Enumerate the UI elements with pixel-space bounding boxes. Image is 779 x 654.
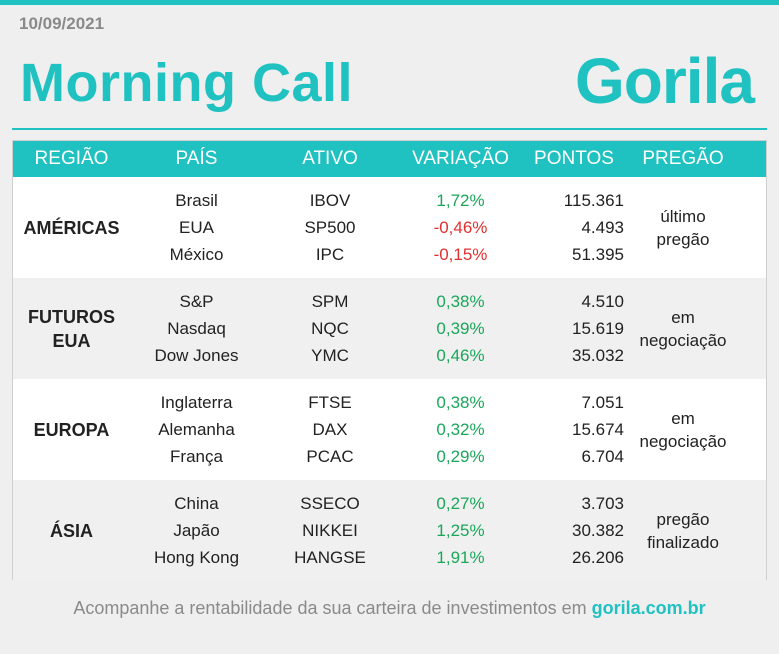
variation-value: 0,32% [436,420,485,439]
country-name: México [169,245,224,264]
title-divider [12,128,767,130]
asset-name: YMC [311,346,349,365]
table-header: REGIÃO PAÍS ATIVO VARIAÇÃO PONTOS PREGÃO [13,141,766,177]
country-column: Inglaterra Alemanha França [130,379,263,480]
variation-value: 0,27% [436,494,485,513]
points-value: 15.674 [572,420,624,439]
country-column: China Japão Hong Kong [130,480,263,581]
region-label: AMÉRICAS [23,217,120,238]
variation-value: 0,46% [436,346,485,365]
country-name: Dow Jones [154,346,239,365]
variation-value: 0,38% [436,393,485,412]
country-name: Nasdaq [167,319,226,338]
footer-link[interactable]: gorila.com.br [591,598,706,618]
header-pais: PAÍS [175,148,218,169]
variation-value: 1,72% [436,191,485,210]
points-value: 51.395 [572,245,624,264]
points-value: 4.493 [581,218,624,237]
points-value: 26.206 [572,548,624,567]
report-date: 10/09/2021 [19,14,105,33]
points-column: 4.510 15.619 35.032 [524,278,624,379]
header-regiao: REGIÃO [34,148,109,169]
footer-text: Acompanhe a rentabilidade da sua carteir… [73,598,587,618]
region-group-europa: EUROPA Inglaterra Alemanha França FTSE D… [13,379,766,480]
asset-column: SSECO NIKKEI HANGSE [263,480,397,581]
variation-value: -0,46% [433,218,488,237]
asset-column: SPM NQC YMC [263,278,397,379]
points-column: 3.703 30.382 26.206 [524,480,624,581]
variation-column: 1,72% -0,46% -0,15% [397,177,524,278]
asset-name: DAX [312,420,348,439]
variation-value: 0,39% [436,319,485,338]
header-pregao: PREGÃO [642,148,724,169]
asset-name: PCAC [306,447,354,466]
region-group-americas: AMÉRICAS Brasil EUA México IBOV SP500 IP… [13,177,766,278]
variation-value: 0,38% [436,292,485,311]
points-value: 6.704 [581,447,624,466]
asset-name: FTSE [308,393,352,412]
points-value: 7.051 [581,393,624,412]
variation-column: 0,27% 1,25% 1,91% [397,480,524,581]
country-name: China [174,494,219,513]
country-name: Japão [173,521,220,540]
page-title: Morning Call [20,53,353,113]
top-accent-bar [0,0,779,5]
footer: Acompanhe a rentabilidade da sua carteir… [0,598,779,619]
points-value: 4.510 [581,292,624,311]
asset-name: SP500 [304,218,356,237]
points-value: 115.361 [563,191,624,210]
country-name: S&P [179,292,214,311]
asset-name: IPC [315,245,345,264]
session-status: último pregão [656,206,710,249]
asset-name: NIKKEI [302,521,358,540]
asset-name: HANGSE [294,548,366,567]
header-ativo: ATIVO [302,148,358,169]
points-value: 15.619 [572,319,624,338]
variation-value: 0,29% [436,447,485,466]
variation-column: 0,38% 0,32% 0,29% [397,379,524,480]
region-label: EUROPA [33,419,110,440]
asset-column: IBOV SP500 IPC [263,177,397,278]
region-group-futuros-eua: FUTUROS EUA S&P Nasdaq Dow Jones SPM NQC … [13,278,766,379]
asset-name: NQC [311,319,349,338]
points-value: 30.382 [572,521,624,540]
country-name: EUA [179,218,214,237]
asset-name: IBOV [309,191,351,210]
region-label: ÁSIA [49,520,93,541]
region-label: FUTUROS EUA [28,306,115,351]
points-value: 3.703 [581,494,624,513]
session-status: em negociação [639,408,727,451]
country-name: Inglaterra [160,393,233,412]
variation-value: -0,15% [433,245,488,264]
points-column: 115.361 4.493 51.395 [524,177,624,278]
country-column: S&P Nasdaq Dow Jones [130,278,263,379]
gorila-logo: Gorila [575,45,755,117]
country-name: Hong Kong [153,548,240,567]
region-group-asia: ÁSIA China Japão Hong Kong SSECO NIKKEI … [13,480,766,581]
variation-value: 1,91% [436,548,485,567]
session-status: em negociação [639,307,727,350]
asset-column: FTSE DAX PCAC [263,379,397,480]
country-name: França [170,447,223,466]
session-status: pregão finalizado [647,509,719,552]
asset-name: SSECO [300,494,360,513]
header-variacao: VARIAÇÃO [412,148,509,169]
variation-column: 0,38% 0,39% 0,46% [397,278,524,379]
country-name: Alemanha [158,420,235,439]
asset-name: SPM [311,292,349,311]
points-column: 7.051 15.674 6.704 [524,379,624,480]
market-table: REGIÃO PAÍS ATIVO VARIAÇÃO PONTOS PREGÃO… [12,140,767,581]
country-name: Brasil [175,191,218,210]
country-column: Brasil EUA México [130,177,263,278]
points-value: 35.032 [572,346,624,365]
variation-value: 1,25% [436,521,485,540]
header-pontos: PONTOS [534,148,614,169]
